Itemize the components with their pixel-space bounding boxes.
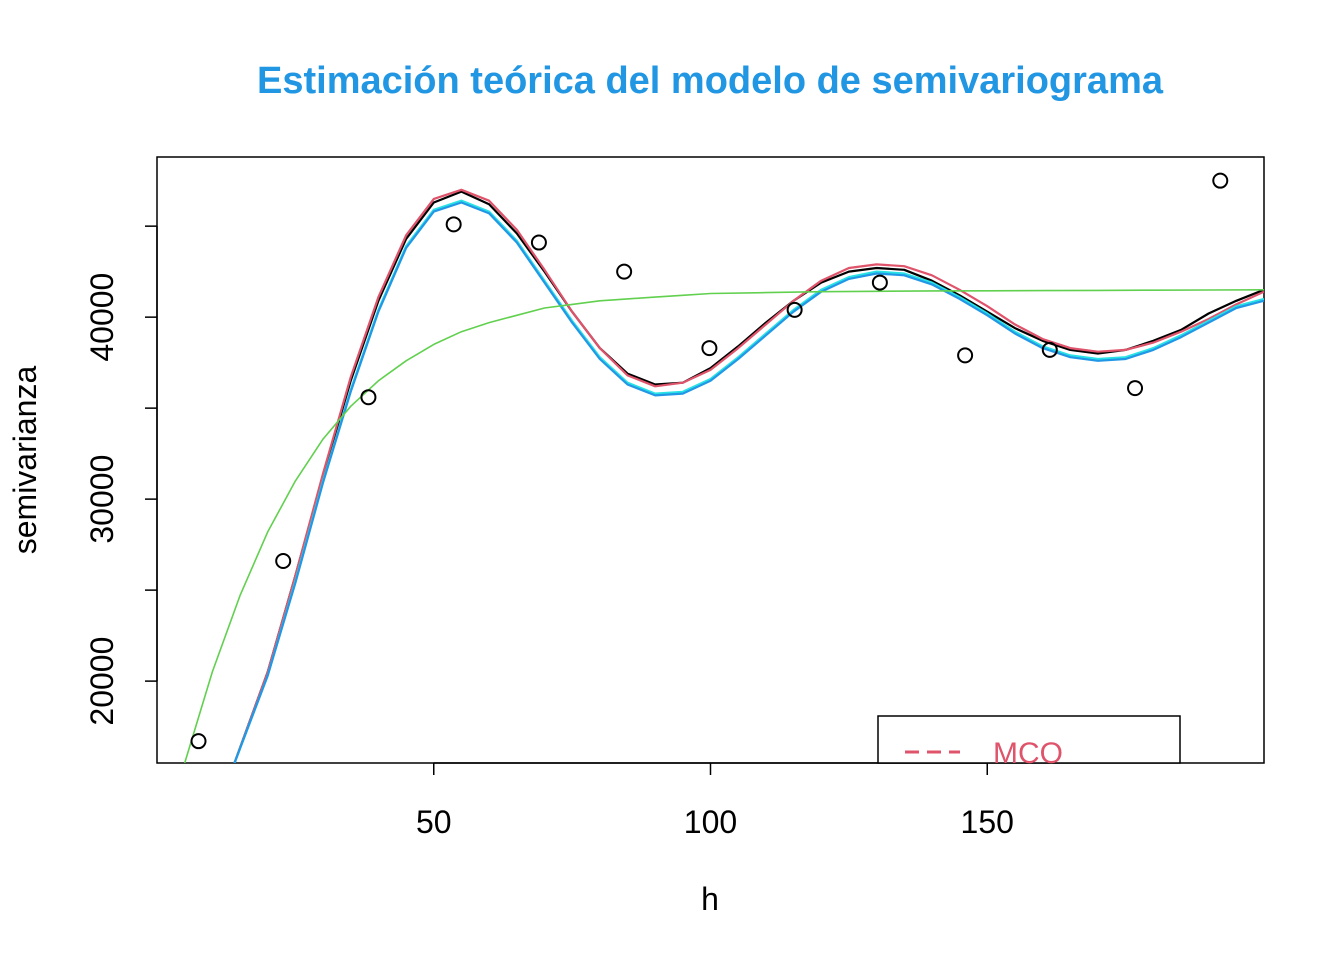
data-point [701, 340, 718, 357]
series-line-3 [233, 201, 1264, 763]
legend-label-mco: MCO [993, 737, 1063, 770]
x-tick-label: 100 [684, 804, 737, 840]
chart-title: Estimación teórica del modelo de semivar… [257, 60, 1164, 102]
data-point [786, 301, 803, 318]
points-layer [190, 172, 1229, 750]
data-point [445, 216, 462, 233]
series-line-0 [233, 190, 1264, 763]
data-point [616, 263, 633, 280]
x-axis: 50 100 150 [416, 762, 1014, 840]
y-tick-label: 20000 [84, 637, 120, 726]
legend-box [877, 715, 1181, 764]
data-point [360, 389, 377, 406]
data-point [190, 733, 207, 750]
y-tick-label: 40000 [84, 273, 120, 362]
x-axis-label: h [701, 881, 719, 917]
series-line-4 [183, 288, 1264, 763]
data-point [530, 234, 547, 251]
y-tick-label: 30000 [84, 455, 120, 544]
x-tick-label: 150 [961, 804, 1014, 840]
data-point [871, 274, 888, 291]
series-layer [183, 188, 1264, 763]
y-axis-label: semivarianza [7, 366, 43, 555]
data-point [1127, 380, 1144, 397]
series-line-1 [233, 188, 1264, 763]
plot-frame [156, 156, 1265, 764]
legend: MCO [877, 715, 1181, 770]
x-tick-label: 50 [416, 804, 452, 840]
data-point [1041, 341, 1058, 358]
y-axis: 20000 30000 40000 [84, 225, 158, 726]
data-point [275, 553, 292, 569]
data-point [957, 347, 974, 364]
data-point [1212, 172, 1229, 189]
